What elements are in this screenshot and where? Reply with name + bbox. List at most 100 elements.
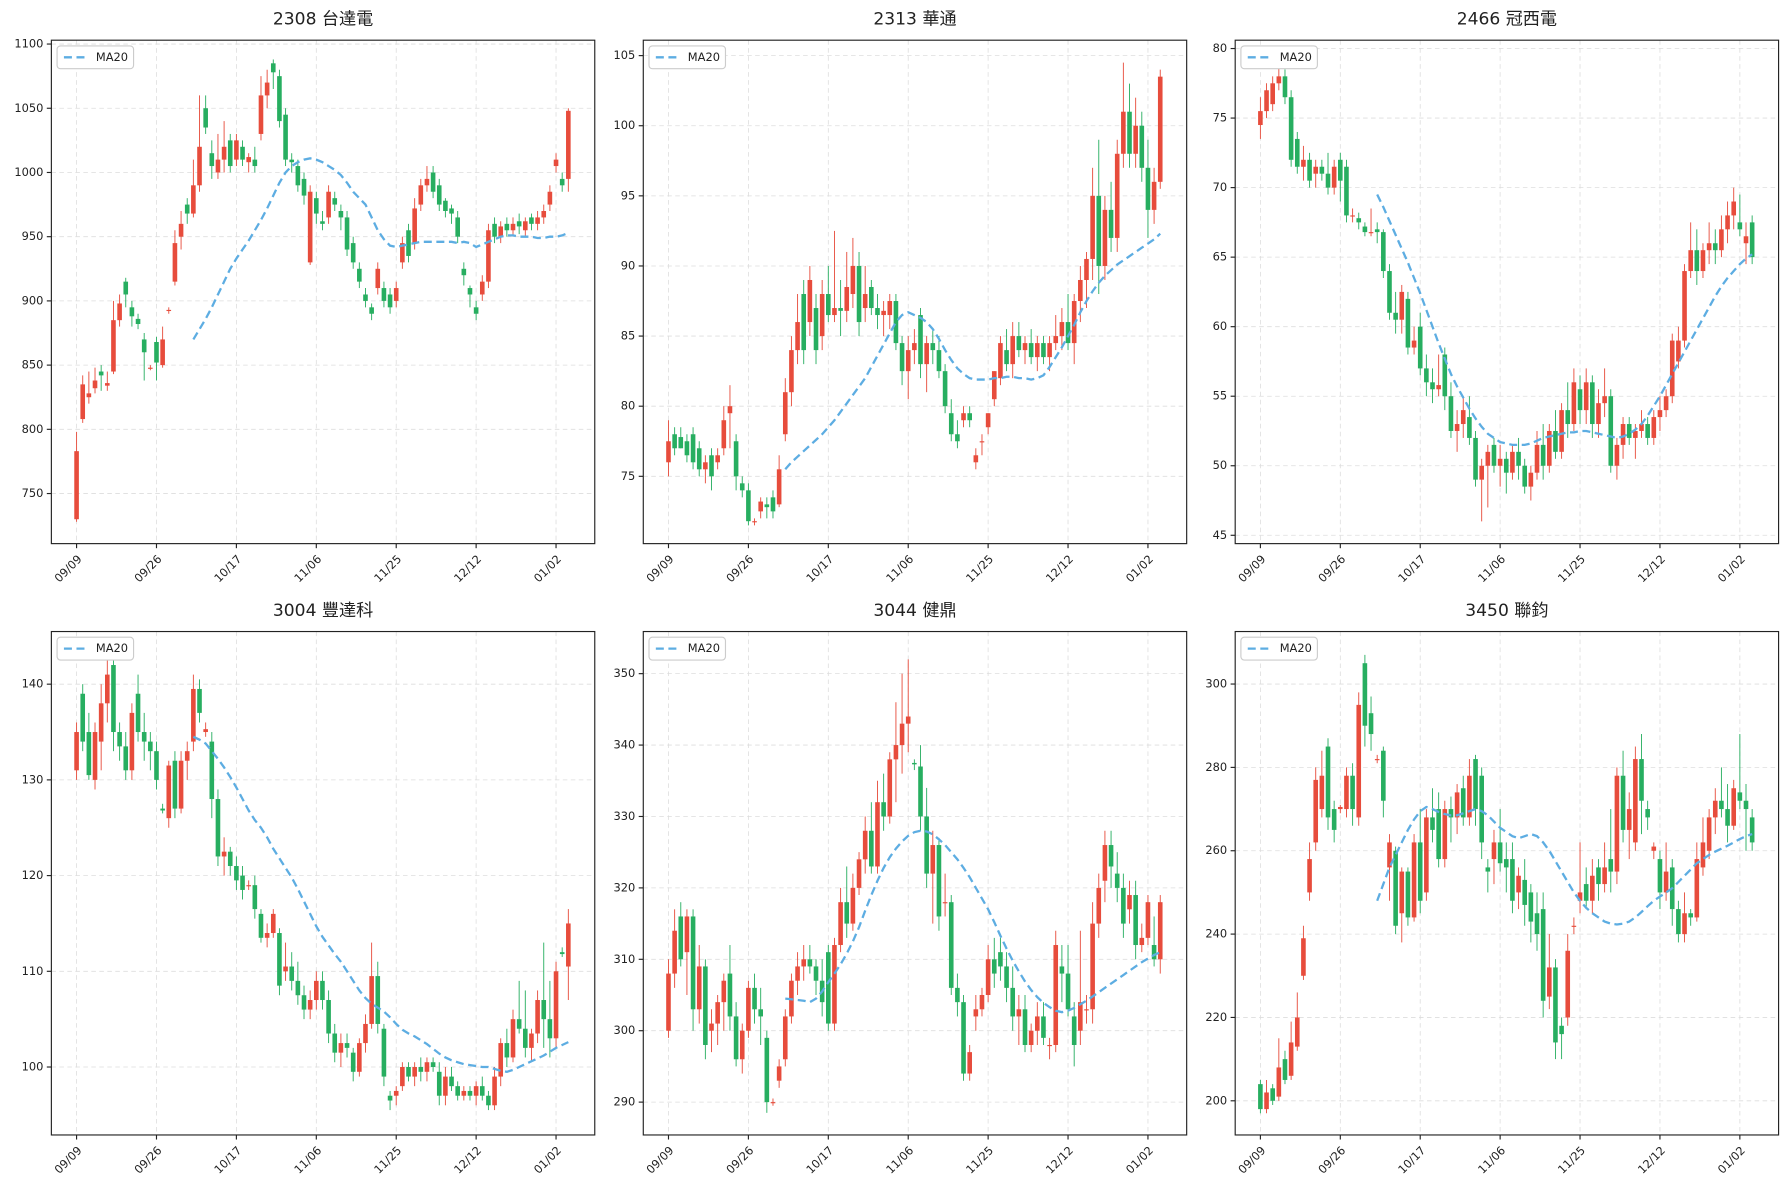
candle-body xyxy=(314,198,319,214)
y-tick-label: 110 xyxy=(22,964,44,978)
candle-body xyxy=(1479,775,1484,843)
y-tick-label: 140 xyxy=(22,677,44,691)
candle-body xyxy=(887,759,893,817)
candle-body xyxy=(80,384,86,420)
candle-body xyxy=(1307,859,1312,893)
x-tick-label: 12/12 xyxy=(1043,1143,1076,1176)
candle-body xyxy=(375,268,381,289)
candle-body xyxy=(1719,229,1724,251)
candle-body xyxy=(1294,1017,1300,1047)
candle-body xyxy=(672,930,677,974)
candle-body xyxy=(1430,382,1435,390)
y-tick-label: 200 xyxy=(1205,1093,1227,1107)
legend-box xyxy=(648,636,727,661)
candle-body xyxy=(727,973,733,1017)
candle-body xyxy=(1614,775,1620,872)
candle-body xyxy=(678,437,684,449)
y-tick-label: 350 xyxy=(614,666,636,680)
candle-body xyxy=(985,413,991,428)
candle-body xyxy=(1270,1088,1275,1101)
y-tick-label: 280 xyxy=(1205,760,1227,774)
candle-body xyxy=(1663,396,1669,411)
candle-body xyxy=(733,441,739,477)
candle-body xyxy=(1657,410,1663,418)
y-tick-label: 1100 xyxy=(14,37,43,51)
candle-body xyxy=(203,729,208,733)
candle-body xyxy=(418,185,424,205)
candle-body xyxy=(893,745,899,760)
candle-body xyxy=(905,350,911,372)
candle-body xyxy=(1497,842,1503,864)
candle-body xyxy=(215,159,221,173)
candle-body xyxy=(455,1086,460,1096)
candle-body xyxy=(1442,354,1448,397)
candle-body xyxy=(1258,1084,1263,1110)
candle-body xyxy=(1270,83,1275,105)
candle-body xyxy=(381,1028,387,1077)
candle-body xyxy=(486,1095,491,1106)
candle-body xyxy=(516,221,522,227)
candle-body xyxy=(393,1090,399,1096)
candle-body xyxy=(961,413,966,421)
candle-body xyxy=(92,380,98,389)
candle-body xyxy=(826,952,831,1024)
candle-body xyxy=(1467,775,1472,818)
candle-body xyxy=(930,845,936,874)
candle-body xyxy=(973,455,979,463)
candle-body xyxy=(1553,430,1558,452)
candle-body xyxy=(1145,167,1151,210)
candle-body xyxy=(320,980,325,1001)
candle-body xyxy=(875,802,880,867)
candle-body xyxy=(715,1002,720,1024)
candle-body xyxy=(746,490,751,522)
candle-body xyxy=(559,952,565,955)
plot-frame xyxy=(50,39,596,545)
candle-body xyxy=(1133,895,1138,946)
candle-body xyxy=(369,976,374,1024)
candle-body xyxy=(141,732,147,742)
candle-body xyxy=(240,875,245,890)
candle-body xyxy=(721,980,727,1003)
candle-body xyxy=(492,1076,497,1106)
candle-body xyxy=(1071,301,1077,344)
candle-body xyxy=(1479,465,1484,480)
candle-body xyxy=(1344,166,1349,216)
y-tick-label: 90 xyxy=(621,258,636,272)
y-tick-label: 45 xyxy=(1213,528,1228,542)
candle-body xyxy=(979,441,985,443)
legend-label: MA20 xyxy=(96,50,128,64)
candle-body xyxy=(1276,76,1282,84)
candle-body xyxy=(1393,850,1398,926)
candle-body xyxy=(86,393,92,398)
candle-body xyxy=(739,1030,745,1060)
candle-body xyxy=(135,693,141,733)
candle-body xyxy=(387,1095,393,1101)
candle-body xyxy=(1473,437,1478,480)
candle-body xyxy=(1460,410,1466,425)
candle-body xyxy=(1387,271,1392,313)
y-tick-label: 1050 xyxy=(14,101,43,115)
candle-body xyxy=(338,1043,344,1053)
candle-body xyxy=(283,966,288,972)
candle-body xyxy=(1669,340,1675,397)
candle-body xyxy=(1559,1025,1564,1035)
candle-body xyxy=(1151,945,1157,960)
candle-body xyxy=(1362,226,1368,233)
candle-body xyxy=(1448,809,1454,818)
candle-body xyxy=(1657,859,1663,893)
candle-body xyxy=(1411,842,1417,918)
candle-body xyxy=(807,959,813,967)
y-tick-label: 290 xyxy=(614,1095,636,1109)
y-tick-label: 75 xyxy=(1213,111,1228,125)
x-tick-label: 10/17 xyxy=(1395,552,1428,585)
candle-body xyxy=(1121,887,1126,924)
candle-body xyxy=(436,1071,442,1096)
candle-body xyxy=(1368,232,1374,234)
candle-body xyxy=(1424,368,1429,383)
candle-body xyxy=(283,114,288,160)
candle-body xyxy=(1350,215,1355,217)
candle-body xyxy=(881,310,886,316)
candle-body xyxy=(1731,788,1737,826)
legend-label: MA20 xyxy=(1280,50,1312,64)
candle-body xyxy=(948,902,954,988)
